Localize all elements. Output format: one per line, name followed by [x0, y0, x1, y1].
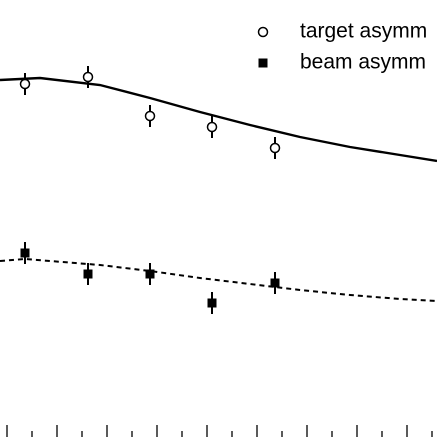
data-point: [19, 78, 31, 90]
data-point: [269, 142, 281, 154]
data-point: [270, 278, 280, 288]
fit-curve: [0, 257, 437, 302]
data-point: [82, 71, 94, 83]
legend-marker: [258, 58, 268, 68]
data-point: [144, 110, 156, 122]
legend-marker: [257, 26, 269, 38]
data-point: [83, 269, 93, 279]
data-point: [145, 269, 155, 279]
data-point: [20, 248, 30, 258]
fit-curve: [0, 76, 437, 163]
legend-label: beam asymm: [300, 51, 426, 74]
data-point: [206, 121, 218, 133]
data-point: [207, 298, 217, 308]
legend-label: target asymm: [300, 20, 427, 43]
